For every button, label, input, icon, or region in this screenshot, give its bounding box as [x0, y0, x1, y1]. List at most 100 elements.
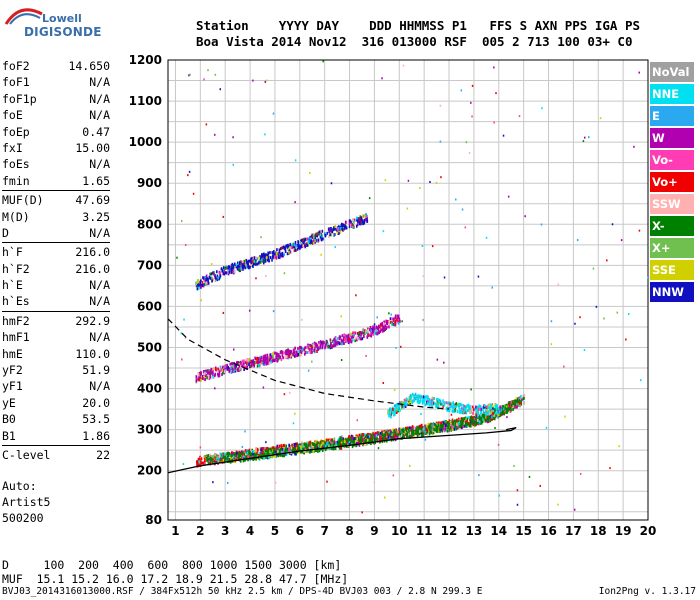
- echo-point: [281, 253, 284, 257]
- echo-point: [248, 452, 250, 456]
- noise-point: [477, 275, 480, 278]
- echo-point: [339, 440, 342, 444]
- auto-code: 500200: [2, 511, 44, 525]
- dashed-profile-curve: [167, 318, 450, 410]
- echo-point: [514, 401, 517, 405]
- echo-point: [398, 405, 400, 409]
- echo-point: [219, 460, 222, 464]
- echo-point: [282, 451, 285, 455]
- echo-point: [448, 424, 450, 428]
- echo-point: [417, 400, 420, 404]
- echo-point: [360, 333, 362, 337]
- echo-point: [459, 420, 462, 424]
- param-row: hmF1 N/A: [2, 329, 110, 345]
- echo-point: [419, 397, 422, 401]
- echo-point: [394, 314, 397, 318]
- echo-point: [472, 416, 474, 420]
- echo-point: [205, 281, 208, 285]
- echo-point: [482, 409, 484, 413]
- echo-point: [210, 459, 212, 463]
- echo-point: [358, 439, 360, 443]
- echo-point: [332, 447, 335, 451]
- echo-point: [220, 368, 222, 372]
- echo-point: [394, 315, 397, 319]
- echo-point: [392, 410, 395, 414]
- echo-point: [355, 224, 358, 228]
- echo-point: [231, 453, 234, 457]
- echo-point: [469, 422, 472, 426]
- echo-point: [426, 395, 429, 399]
- echo-point: [370, 329, 373, 333]
- echo-point: [503, 412, 505, 416]
- echo-point: [341, 227, 343, 231]
- echo-point: [328, 235, 330, 239]
- echo-point: [504, 411, 507, 415]
- noise-point: [205, 123, 208, 126]
- echo-point: [290, 452, 293, 456]
- echo-point: [337, 225, 340, 229]
- echo-point: [322, 340, 324, 344]
- x-tick-label: 16: [540, 524, 557, 538]
- noise-point: [465, 141, 468, 144]
- echo-point: [455, 421, 457, 425]
- echo-point: [441, 421, 444, 425]
- echo-point: [471, 420, 473, 424]
- param-value: N/A: [89, 330, 110, 345]
- echo-point: [298, 450, 300, 454]
- echo-point: [443, 421, 445, 425]
- echo-point: [396, 314, 399, 318]
- echo-point: [382, 431, 385, 435]
- echo-point: [472, 422, 474, 426]
- echo-point: [422, 395, 425, 399]
- echo-point: [290, 250, 293, 254]
- echo-point: [324, 441, 326, 445]
- echo-point: [253, 364, 256, 368]
- echo-point: [426, 432, 429, 436]
- echo-point: [204, 375, 206, 379]
- echo-point: [210, 272, 213, 276]
- echo-point: [397, 409, 399, 413]
- echo-point: [253, 259, 256, 263]
- echo-point: [209, 276, 211, 280]
- echo-point: [221, 456, 224, 460]
- echo-point: [289, 350, 292, 354]
- noise-point: [540, 223, 543, 226]
- echo-point: [395, 428, 397, 432]
- echo-point: [273, 351, 275, 355]
- echo-point: [322, 447, 324, 451]
- echo-point: [294, 346, 297, 350]
- echo-point: [444, 427, 447, 431]
- echo-point: [316, 347, 318, 351]
- echo-point: [393, 429, 395, 433]
- echo-point: [301, 347, 304, 351]
- digisonde-logo: Lowell DIGISONDE: [4, 2, 114, 48]
- param-value: 15.00: [75, 140, 110, 155]
- echo-point: [274, 450, 277, 454]
- echo-point: [257, 451, 260, 455]
- echo-point: [232, 451, 235, 455]
- footer-distance-line: D 100 200 400 600 800 1000 1500 3000 [km…: [2, 558, 342, 572]
- echo-point: [209, 455, 212, 459]
- echo-point: [398, 435, 401, 439]
- echo-point: [276, 359, 279, 363]
- y-tick-label: 1000: [129, 135, 162, 149]
- echo-point: [397, 434, 400, 438]
- echo-point: [466, 418, 469, 422]
- echo-point: [276, 447, 279, 451]
- echo-point: [328, 444, 330, 448]
- auto-label: Auto:: [2, 479, 37, 493]
- echo-point: [422, 428, 425, 432]
- echo-point: [329, 346, 332, 350]
- echo-point: [245, 455, 247, 459]
- echo-point: [294, 442, 297, 446]
- echo-point: [342, 337, 345, 341]
- echo-point: [263, 447, 265, 451]
- echo-point: [283, 446, 285, 450]
- echo-point: [314, 240, 316, 244]
- echo-point: [428, 398, 431, 402]
- legend-item-vo-: Vo+: [650, 172, 694, 192]
- echo-point: [207, 460, 210, 464]
- echo-point: [229, 362, 232, 366]
- echo-point: [466, 409, 469, 413]
- echo-point: [424, 430, 427, 434]
